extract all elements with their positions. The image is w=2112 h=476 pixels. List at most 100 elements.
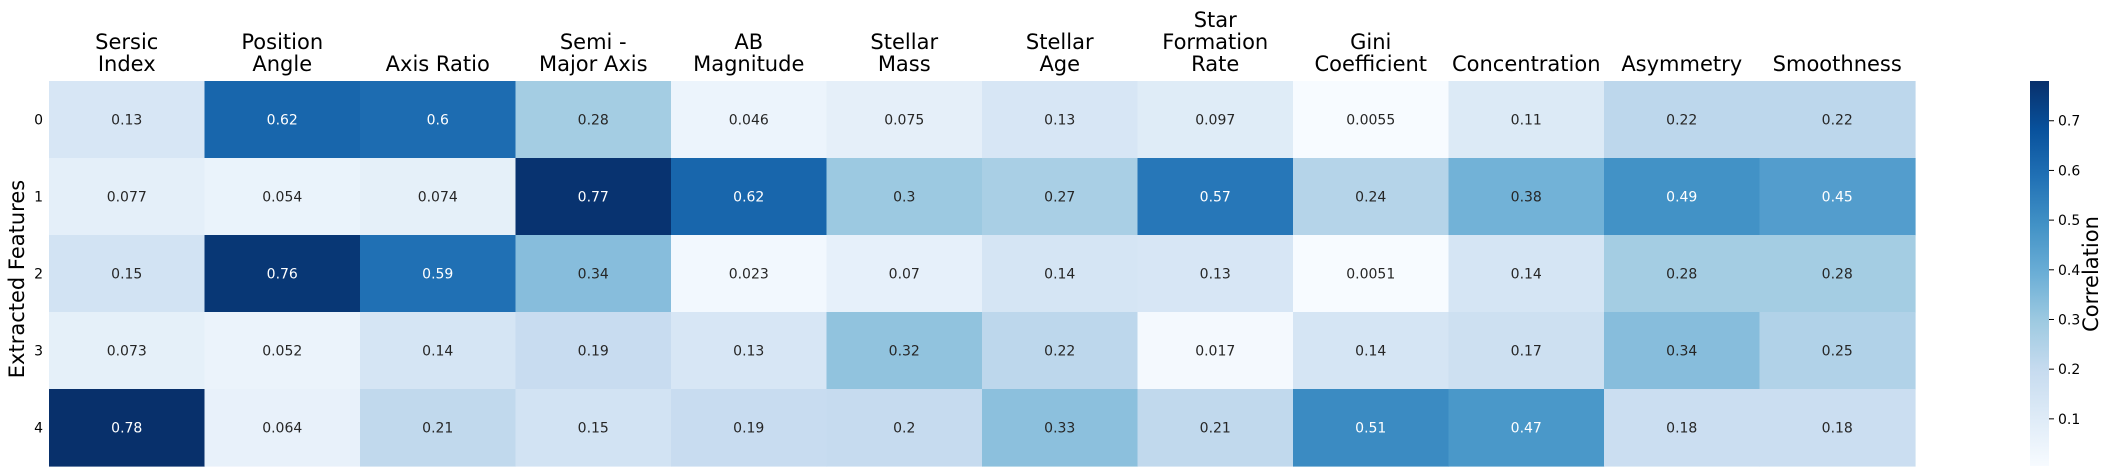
cell-value-label: 0.19 [733,421,764,437]
heatmap-cell [360,235,517,313]
cell-value-label: 0.13 [733,344,764,360]
cell-value-label: 0.78 [111,421,142,437]
cell-value-label: 0.34 [1666,344,1697,360]
cell-value-label: 0.18 [1822,421,1853,437]
heatmap-cell [360,312,517,390]
colorbar-tick-label: 0.5 [2058,213,2080,229]
heatmap-cell [1759,389,1916,467]
colorbar-ticks: 0.1 0.2 0.3 0.4 0.5 0.6 0.7 [2049,114,2080,428]
heatmap-cell [515,81,672,159]
heatmap-cell [49,81,206,159]
colorbar-gradient [2030,81,2049,466]
cell-value-label: 0.18 [1666,421,1697,437]
heatmap-cell [1137,81,1294,159]
heatmap-cell [1293,235,1450,313]
colorbar-tick-label: 0.6 [2058,163,2080,179]
heatmap-cell [49,312,206,390]
heatmap-cell [1293,312,1450,390]
heatmap-cell [1448,312,1605,390]
cell-value-label: 0.075 [884,113,924,129]
heatmap-cell [515,158,672,236]
cell-value-label: 0.074 [418,190,458,206]
y-axis-label: Extracted Features [5,180,29,378]
heatmap-cell [49,158,206,236]
cell-value-label: 0.052 [262,344,302,360]
cell-value-label: 0.046 [729,113,769,129]
heatmap-cell [1293,81,1450,159]
heatmap-cell [1448,235,1605,313]
cell-value-label: 0.57 [1200,190,1231,206]
cell-value-label: 0.13 [111,113,142,129]
column-label-asymmetry: Asymmetry [1621,52,1742,76]
heatmap-cell [1759,81,1916,159]
column-label-stellar-mass: Stellar Mass [870,30,938,76]
heatmap-cell [204,312,361,390]
cell-value-label: 0.77 [578,190,609,206]
cell-value-label: 0.38 [1511,190,1542,206]
heatmap-cell [826,389,983,467]
cell-value-label: 0.097 [1195,113,1235,129]
cell-value-label: 0.14 [1511,267,1542,283]
heatmap-cell [204,389,361,467]
column-labels: Sersic Index Position Angle Axis Ratio Semi -… [95,8,1902,76]
heatmap-cell [671,81,828,159]
row-label: 1 [34,190,43,206]
heatmap-cell [1293,158,1450,236]
heatmap-cell [1137,158,1294,236]
cell-value-label: 0.017 [1195,344,1235,360]
cell-value-label: 0.14 [1355,344,1386,360]
heatmap-cell [204,235,361,313]
heatmap-cells: 0.13 0.62 0.6 0.28 0.046 0.075 0.13 0.097 0.0055… [49,81,1916,467]
colorbar-tick-label: 0.2 [2058,362,2080,378]
heatmap-cell [982,81,1139,159]
cell-value-label: 0.22 [1044,344,1075,360]
heatmap-cell [982,158,1139,236]
heatmap-cell [360,389,517,467]
heatmap-cell [1137,312,1294,390]
heatmap-cell [826,312,983,390]
row-label: 3 [34,344,43,360]
cell-value-label: 0.3 [893,190,915,206]
heatmap-cell [204,81,361,159]
row-label: 2 [34,267,43,283]
cell-value-label: 0.76 [267,267,298,283]
column-label-ab-magnitude: AB Magnitude [693,30,804,76]
cell-value-label: 0.2 [893,421,915,437]
heatmap-cell [1604,389,1761,467]
cell-value-label: 0.27 [1044,190,1075,206]
cell-value-label: 0.24 [1355,190,1386,206]
cell-value-label: 0.0051 [1346,267,1395,283]
heatmap-cell [982,389,1139,467]
colorbar-tick-label: 0.7 [2058,114,2080,130]
heatmap-cell [1448,81,1605,159]
cell-value-label: 0.17 [1511,344,1542,360]
column-label-star-formation-rate: Star Formation Rate [1162,8,1268,76]
heatmap-cell [515,389,672,467]
heatmap-cell [1759,312,1916,390]
cell-value-label: 0.21 [1200,421,1231,437]
cell-value-label: 0.47 [1511,421,1542,437]
column-label-stellar-age: Stellar Age [1026,30,1094,76]
heatmap-cell [1448,389,1605,467]
heatmap-cell [49,235,206,313]
heatmap-cell [826,81,983,159]
heatmap-cell [204,158,361,236]
cell-value-label: 0.6 [427,113,449,129]
cell-value-label: 0.14 [1044,267,1075,283]
cell-value-label: 0.28 [1822,267,1853,283]
cell-value-label: 0.07 [889,267,920,283]
row-label: 0 [34,113,43,129]
cell-value-label: 0.34 [578,267,609,283]
heatmap-cell [1448,158,1605,236]
cell-value-label: 0.49 [1666,190,1697,206]
heatmap-cell [1137,235,1294,313]
cell-value-label: 0.15 [578,421,609,437]
cell-value-label: 0.023 [729,267,769,283]
column-label-position-angle: Position Angle [241,30,323,76]
heatmap-cell [1137,389,1294,467]
cell-value-label: 0.14 [422,344,453,360]
heatmap-cell [1604,235,1761,313]
colorbar-tick-label: 0.3 [2058,312,2080,328]
heatmap-cell [1604,312,1761,390]
